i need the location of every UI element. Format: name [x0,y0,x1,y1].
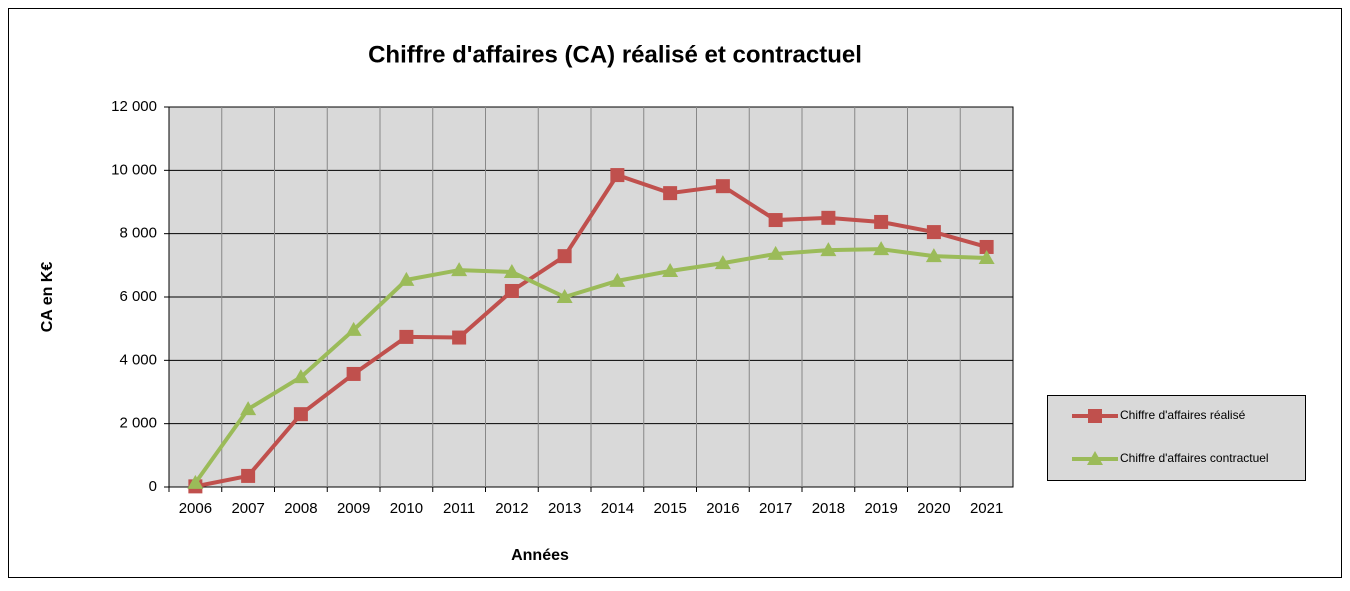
x-tick-label: 2015 [653,500,686,517]
marker [556,289,573,303]
x-tick-label: 2006 [179,500,212,517]
legend-label: Chiffre d'affaires contractuel [1120,451,1269,465]
x-tick-label: 2013 [548,500,581,517]
marker [873,241,890,256]
y-tick-label: 10 000 [111,161,157,178]
y-tick-label: 4 000 [119,351,157,368]
marker [609,272,626,287]
marker [1087,451,1103,465]
marker [241,468,256,483]
marker [874,214,889,229]
x-tick-label: 2009 [337,500,370,517]
marker [398,271,415,286]
marker [715,179,730,194]
y-tick-label: 12 000 [111,98,157,115]
x-tick-label: 2018 [812,500,845,517]
marker [978,250,995,265]
marker [504,283,519,298]
marker [714,255,731,270]
marker [346,366,361,381]
x-axis-label: Années [511,547,569,564]
x-tick-label: 2020 [917,500,950,517]
marker [663,186,678,201]
marker [293,407,308,422]
marker [925,248,942,263]
marker [662,263,679,278]
x-tick-label: 2010 [390,500,423,517]
marker [452,330,467,345]
y-axis-label: CA en K€ [39,262,56,333]
x-tick-label: 2014 [601,500,634,517]
marker [768,213,783,228]
marker [240,401,257,416]
y-tick-label: 6 000 [119,288,157,305]
marker [399,329,414,344]
x-tick-label: 2019 [864,500,897,517]
x-tick-label: 2021 [970,500,1003,517]
marker [610,168,625,183]
marker [1088,409,1102,423]
marker [345,321,362,336]
x-tick-label: 2011 [443,500,475,517]
y-tick-label: 0 [149,478,157,495]
series-line [193,247,987,485]
marker [557,249,572,264]
chart-title: Chiffre d'affaires (CA) réalisé et contr… [368,41,862,68]
series-line [194,172,988,489]
marker [187,474,204,489]
y-tick-label: 2 000 [119,415,157,432]
x-tick-label: 2012 [495,500,528,517]
y-tick-label: 8 000 [119,225,157,242]
marker [821,210,836,225]
x-tick-label: 2016 [706,500,739,517]
marker [503,263,520,278]
x-tick-label: 2017 [759,500,792,517]
x-tick-label: 2008 [284,500,317,517]
marker [767,245,784,260]
legend-label: Chiffre d'affaires réalisé [1120,408,1246,422]
x-tick-label: 2007 [231,500,264,517]
marker [292,369,309,384]
marker [451,262,468,277]
marker [926,225,941,240]
marker [820,242,837,257]
marker [979,239,994,254]
